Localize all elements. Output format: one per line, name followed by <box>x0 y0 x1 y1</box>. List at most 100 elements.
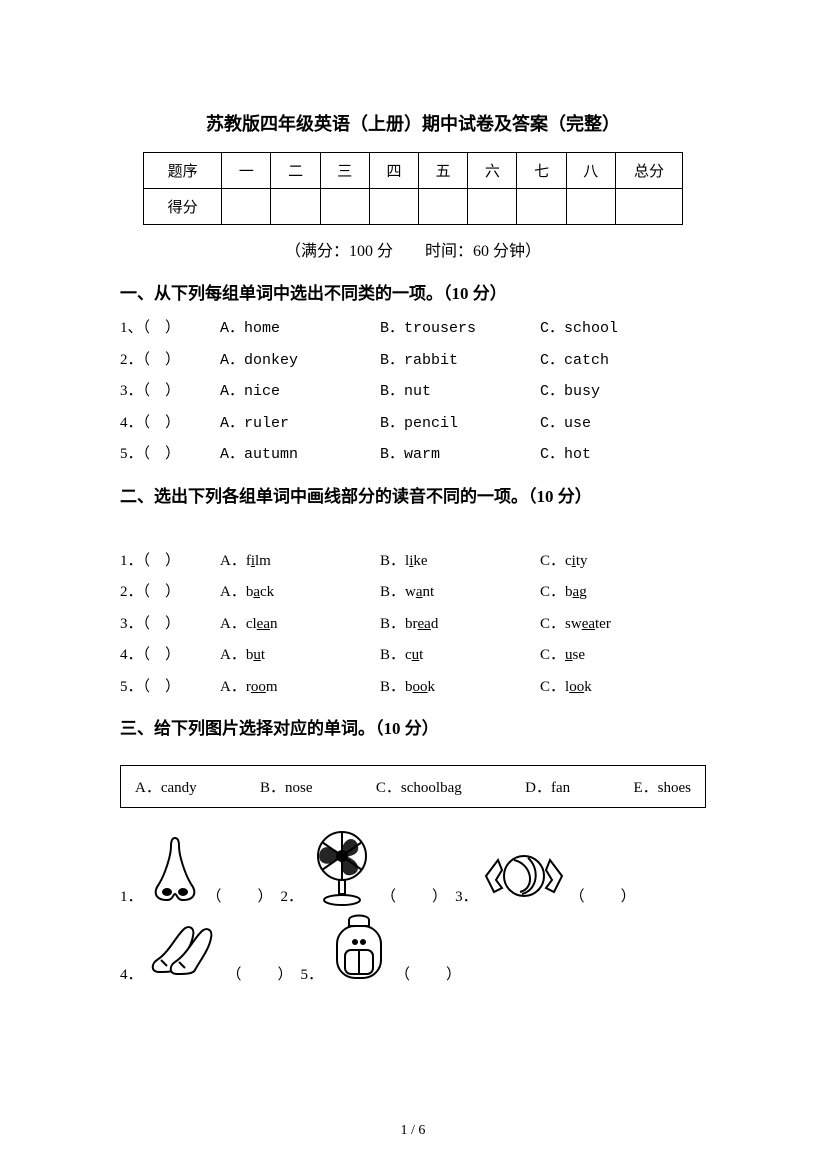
option-a: A．home <box>220 316 380 342</box>
option-a: A．room <box>220 675 380 701</box>
question-row: 4．（ ）A．rulerB．pencilC．use <box>120 411 706 437</box>
cell: 三 <box>320 153 369 189</box>
candy-icon <box>482 846 566 906</box>
option-c: C．bag <box>540 580 680 606</box>
option-b: B．bread <box>380 612 540 638</box>
option-e: E．shoes <box>634 776 692 797</box>
cell <box>517 189 566 225</box>
option-c: C．catch <box>540 348 680 374</box>
answer-blank: （ ） <box>381 885 449 906</box>
cell <box>615 189 682 225</box>
question-row: 4．（ ）A．butB．cutC．use <box>120 643 706 669</box>
pic-label-1: 1． <box>120 885 143 906</box>
question-row: 3．（ ）A．niceB．nutC．busy <box>120 379 706 405</box>
cell <box>566 189 615 225</box>
schoolbag-icon <box>327 912 391 984</box>
option-c: C．use <box>540 643 680 669</box>
word-options-box: A．candy B．nose C．schoolbag D．fan E．shoes <box>120 765 706 808</box>
option-c: C．hot <box>540 442 680 468</box>
pic-label-4: 4． <box>120 963 143 984</box>
q-index: 2．（ ） <box>120 580 220 606</box>
cell: 得分 <box>144 189 222 225</box>
page-title: 苏教版四年级英语（上册）期中试卷及答案（完整） <box>120 110 706 136</box>
answer-blank: （ ） <box>227 963 295 984</box>
option-b: B．trousers <box>380 316 540 342</box>
cell: 八 <box>566 153 615 189</box>
option-b: B．warm <box>380 442 540 468</box>
option-b: B．book <box>380 675 540 701</box>
q-index: 2．（ ） <box>120 348 220 374</box>
question-row: 2．（ ）A．backB．wantC．bag <box>120 580 706 606</box>
answer-blank: （ ） <box>395 963 463 984</box>
question-row: 2．（ ）A．donkeyB．rabbitC．catch <box>120 348 706 374</box>
score-table: 题序 一 二 三 四 五 六 七 八 总分 得分 <box>143 152 683 225</box>
picture-row-1: 1． （ ） 2． （ ） <box>120 828 706 906</box>
option-c: C．busy <box>540 379 680 405</box>
q-index: 4．（ ） <box>120 411 220 437</box>
option-a: A．autumn <box>220 442 380 468</box>
question-row: 1．（ ）A．filmB．likeC．city <box>120 549 706 575</box>
option-b: B．nut <box>380 379 540 405</box>
option-b: B．want <box>380 580 540 606</box>
page-footer: 1 / 6 <box>0 1123 826 1139</box>
table-row: 题序 一 二 三 四 五 六 七 八 总分 <box>144 153 683 189</box>
nose-icon <box>147 834 203 906</box>
option-b: B．cut <box>380 643 540 669</box>
q-index: 5．（ ） <box>120 675 220 701</box>
q-index: 5．（ ） <box>120 442 220 468</box>
subtitle: （满分：100 分 时间：60 分钟） <box>120 237 706 261</box>
cell <box>271 189 320 225</box>
question-row: 5．（ ）A．roomB．bookC．look <box>120 675 706 701</box>
option-c: C．city <box>540 549 680 575</box>
pic-label-2: 2． <box>281 885 304 906</box>
shoes-icon <box>147 920 223 984</box>
cell <box>222 189 271 225</box>
table-row: 得分 <box>144 189 683 225</box>
fan-icon <box>307 828 377 906</box>
cell: 一 <box>222 153 271 189</box>
cell: 四 <box>369 153 418 189</box>
option-a: A．nice <box>220 379 380 405</box>
cell: 总分 <box>615 153 682 189</box>
option-b: B．nose <box>260 776 313 797</box>
option-c: C．sweater <box>540 612 680 638</box>
cell <box>369 189 418 225</box>
pic-label-5: 5． <box>301 963 324 984</box>
cell: 六 <box>468 153 517 189</box>
section-one-heading: 一、从下列每组单词中选出不同类的一项。（10 分） <box>120 279 706 304</box>
option-c: C．look <box>540 675 680 701</box>
picture-row-2: 4． （ ） 5． （ ） <box>120 912 706 984</box>
option-a: A．but <box>220 643 380 669</box>
option-a: A．donkey <box>220 348 380 374</box>
cell: 题序 <box>144 153 222 189</box>
option-a: A．film <box>220 549 380 575</box>
question-row: 3．（ ）A．cleanB．breadC．sweater <box>120 612 706 638</box>
question-row: 1、（ ）A．homeB．trousersC．school <box>120 316 706 342</box>
option-a: A．candy <box>135 776 197 797</box>
option-b: B．pencil <box>380 411 540 437</box>
cell: 五 <box>419 153 468 189</box>
q-index: 1、（ ） <box>120 316 220 342</box>
option-a: A．clean <box>220 612 380 638</box>
cell: 七 <box>517 153 566 189</box>
cell <box>419 189 468 225</box>
cell <box>468 189 517 225</box>
answer-blank: （ ） <box>570 885 638 906</box>
option-c: C．schoolbag <box>376 776 462 797</box>
option-c: C．use <box>540 411 680 437</box>
q-index: 3．（ ） <box>120 379 220 405</box>
cell: 二 <box>271 153 320 189</box>
option-d: D．fan <box>525 776 570 797</box>
section-two-heading: 二、选出下列各组单词中画线部分的读音不同的一项。（10 分） <box>120 482 706 507</box>
q-index: 1．（ ） <box>120 549 220 575</box>
pic-label-3: 3． <box>455 885 478 906</box>
section-three-heading: 三、给下列图片选择对应的单词。（10 分） <box>120 714 706 739</box>
option-a: A．back <box>220 580 380 606</box>
option-a: A．ruler <box>220 411 380 437</box>
question-row: 5．（ ）A．autumnB．warmC．hot <box>120 442 706 468</box>
option-b: B．rabbit <box>380 348 540 374</box>
q-index: 3．（ ） <box>120 612 220 638</box>
cell <box>320 189 369 225</box>
option-c: C．school <box>540 316 680 342</box>
option-b: B．like <box>380 549 540 575</box>
